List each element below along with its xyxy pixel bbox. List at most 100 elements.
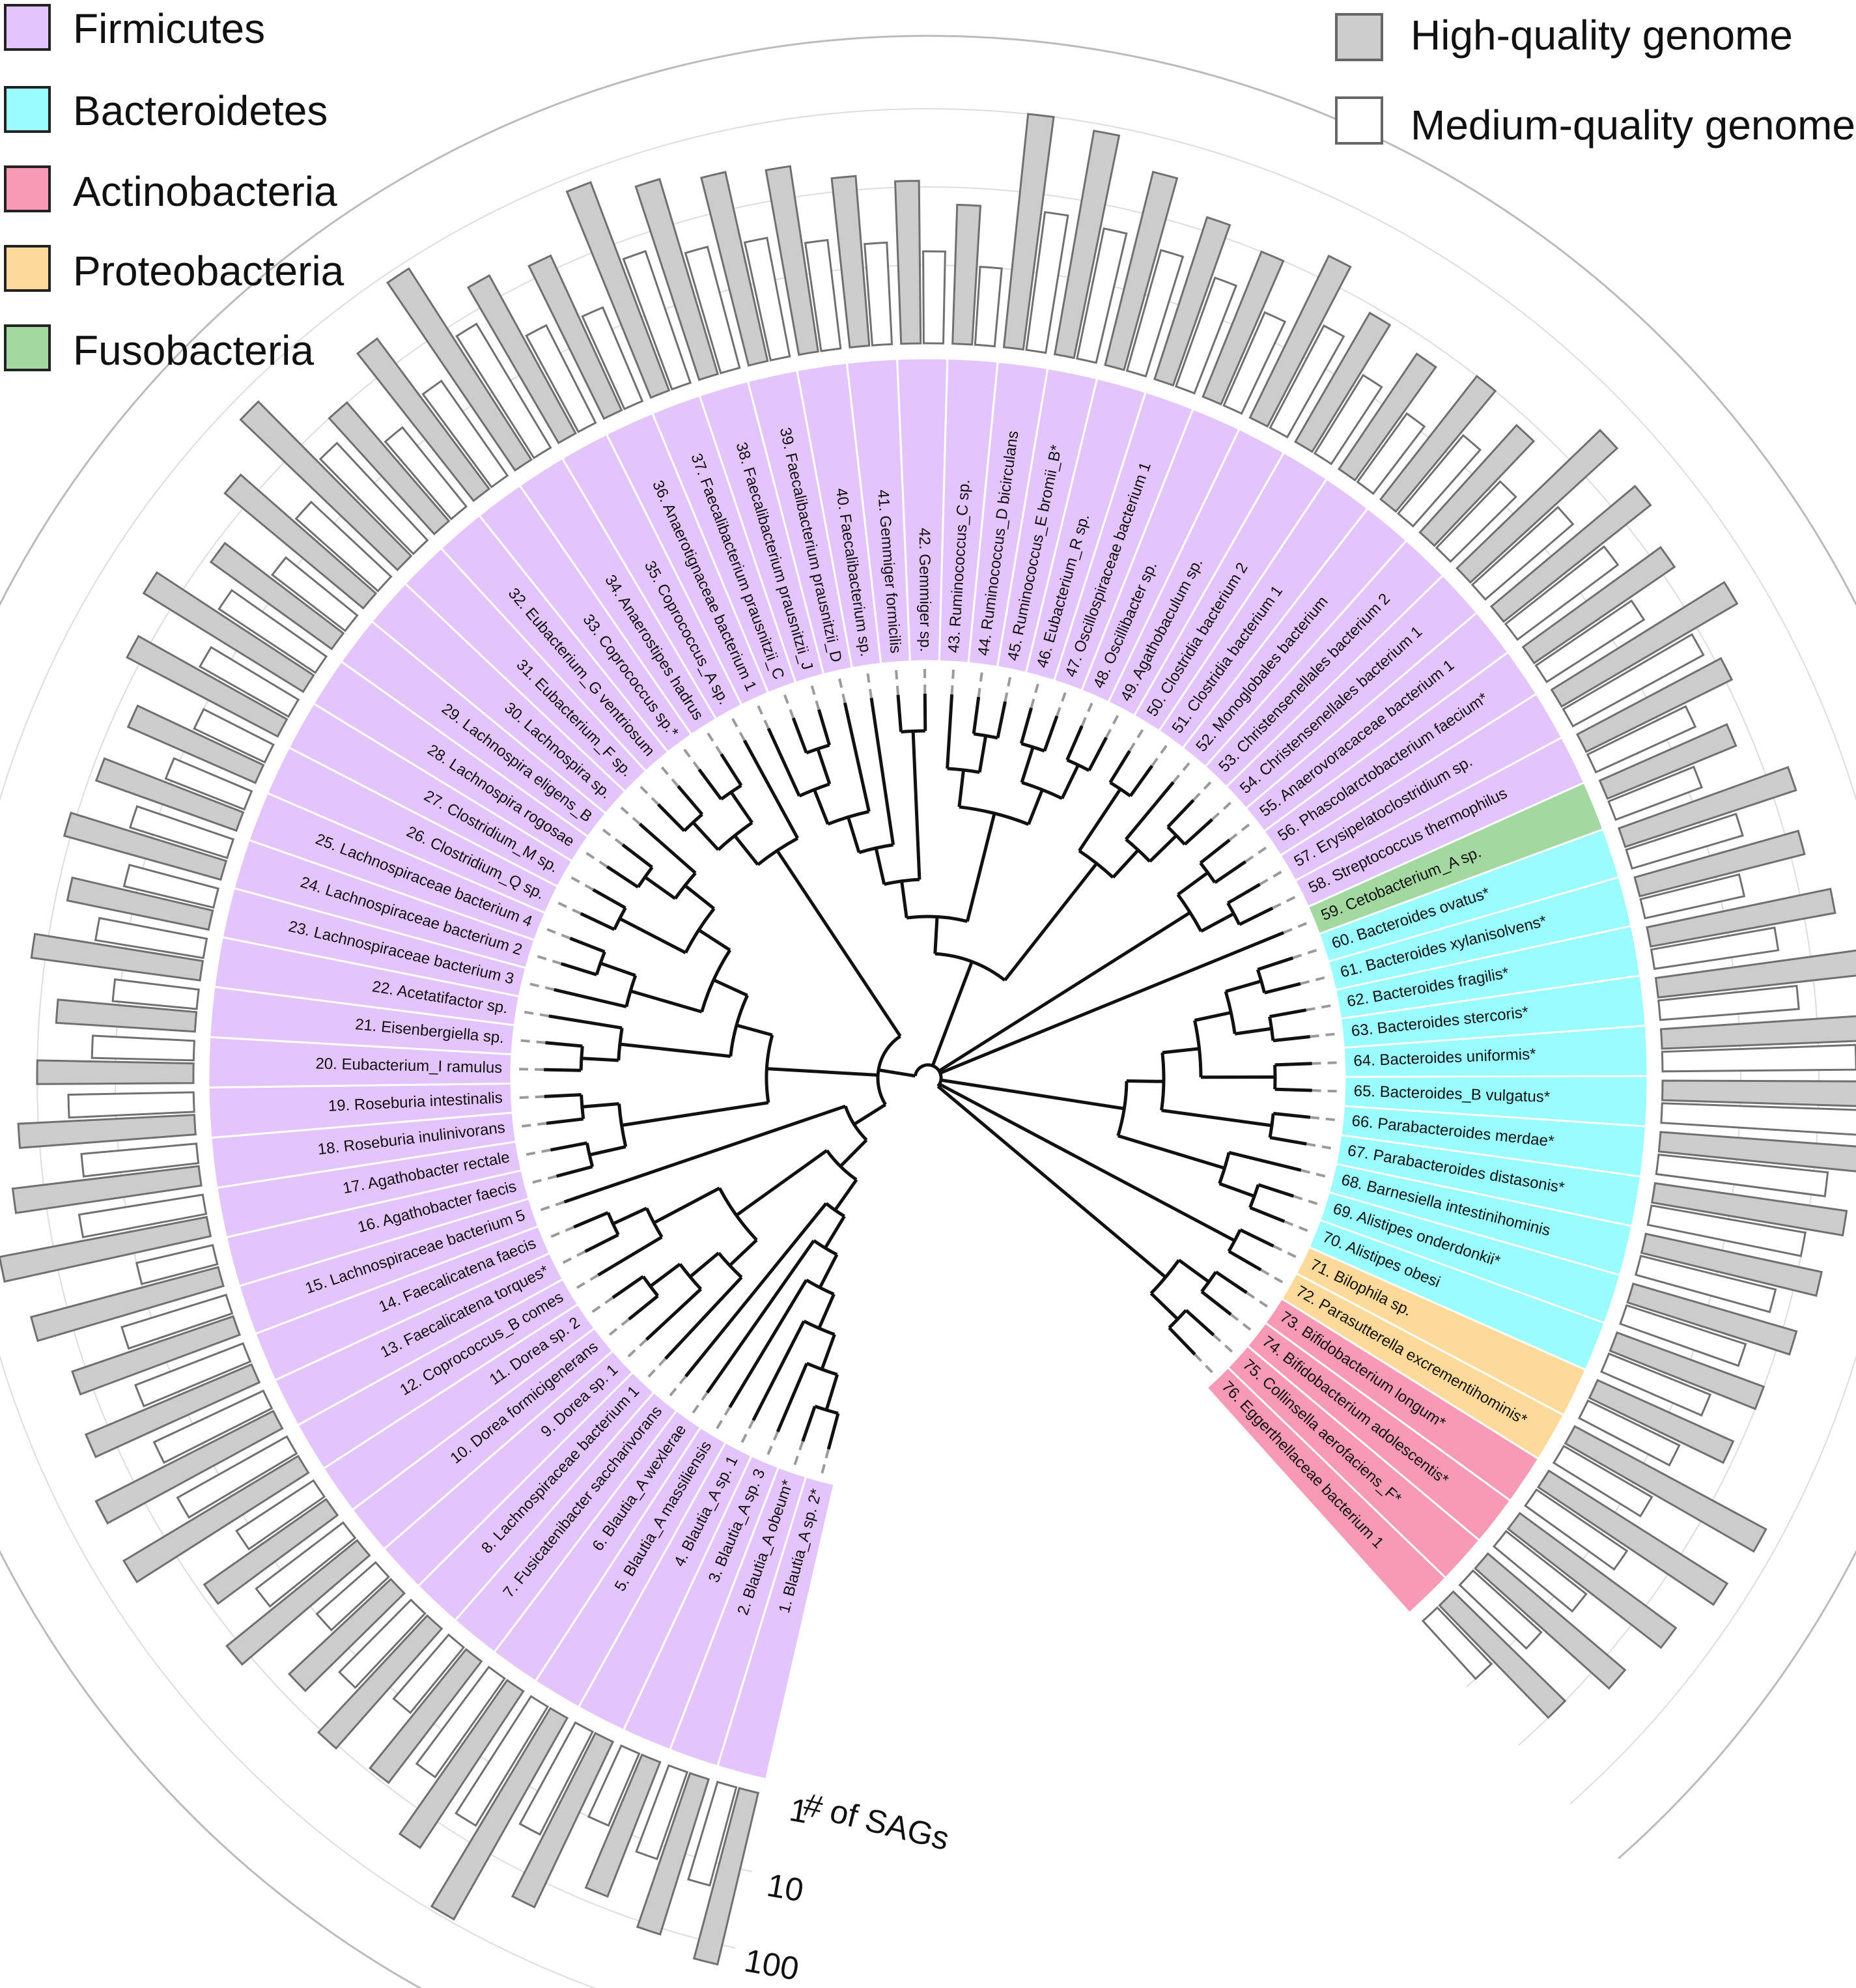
medium-quality-bar (864, 241, 893, 347)
high-quality-bar (1654, 949, 1856, 999)
tree-branch (869, 698, 895, 845)
tree-branch (554, 987, 627, 1008)
legend-swatch-proteobacteria (4, 245, 51, 292)
tree-branch (1149, 1292, 1179, 1320)
high-quality-bar (1617, 765, 1797, 848)
leaf-connector (1211, 799, 1235, 821)
leaf-connector (526, 982, 555, 991)
tree-branch (820, 1333, 836, 1370)
tree-branch (733, 834, 759, 866)
tree-branch (569, 937, 606, 954)
tree-branch (573, 1211, 609, 1229)
tree-arc (806, 1361, 838, 1376)
leaf-connector (1292, 947, 1321, 959)
tree-branch (817, 1293, 836, 1329)
tree-branch (1239, 1228, 1274, 1248)
medium-quality-bar (1607, 765, 1704, 821)
medium-quality-bar (152, 1389, 274, 1464)
tree-branch (874, 847, 886, 885)
tree-arc (901, 729, 925, 734)
tree-branch (697, 768, 723, 801)
species-entry: 41. Gemmiger formicilis (830, 175, 912, 665)
medium-quality-bar (587, 1744, 641, 1827)
tree-branch (563, 1104, 847, 1204)
tree-branch (817, 709, 831, 746)
tree-branch (638, 823, 697, 875)
medium-quality-bar (1634, 1255, 1777, 1314)
tree-branch (1183, 818, 1214, 846)
legend-label-fusobacteria: Fusobacteria (73, 327, 314, 374)
tree-branch (1215, 1270, 1248, 1294)
species-entry: 66. Parabacteroides merdae* (1340, 1105, 1856, 1198)
tree-branch (1162, 1047, 1200, 1055)
medium-quality-bar (974, 266, 1003, 348)
tree-branch (1166, 799, 1195, 829)
species-entry: 43. Ruminococcus_C sp. (938, 203, 1003, 664)
tree-branch (720, 753, 743, 787)
high-quality-bar (1521, 546, 1676, 664)
legend-label-high-quality: High-quality genome (1411, 12, 1793, 59)
medium-quality-bar (1222, 311, 1287, 415)
high-quality-bar (1650, 1182, 1848, 1237)
tree-branch (965, 812, 996, 922)
tree-branch (752, 1320, 806, 1421)
tree-branch (896, 694, 903, 732)
medium-quality-bar (128, 804, 235, 859)
high-quality-bar (386, 267, 533, 472)
leaf-connector (681, 745, 701, 771)
high-quality-bar (527, 254, 623, 420)
high-quality-bar (1248, 254, 1352, 428)
tree-arc (806, 743, 830, 755)
species-entry: 19. Roseburia intestinalis (17, 1082, 514, 1149)
leaf-connector (819, 1449, 830, 1477)
medium-quality-bar (1600, 1352, 1712, 1417)
high-quality-bar (951, 203, 982, 346)
tree-branch (677, 785, 704, 816)
high-quality-bar (94, 1410, 284, 1525)
species-entry: 64. Bacteroides uniformis* (1342, 1015, 1856, 1078)
high-quality-bar (1053, 130, 1121, 360)
high-quality-bar (1455, 429, 1619, 584)
high-quality-bar (1550, 580, 1739, 708)
tree-branch (684, 884, 716, 910)
leaf-connector (516, 1038, 546, 1044)
tree-branch (996, 701, 1007, 739)
high-quality-bar (466, 274, 577, 445)
legend-item-firmicutes: Firmicutes (4, 4, 265, 52)
tree-branch (1272, 1035, 1310, 1043)
medium-quality-bar (622, 249, 692, 391)
legend-swatch-fusobacteria (4, 324, 51, 371)
medium-quality-bar (518, 1721, 595, 1836)
tree-arc (679, 1263, 703, 1290)
quality-legend: High-quality genome Medium-quality genom… (1335, 12, 1855, 149)
medium-quality-bar (1125, 249, 1185, 378)
medium-quality-bar (1552, 1444, 1653, 1518)
species-entry: 35. Coprococcus_A sp. (466, 274, 744, 720)
high-quality-bar (66, 876, 214, 931)
leaf-connector (1306, 1143, 1335, 1150)
leaf-connector (1056, 689, 1068, 717)
tree-branch (813, 789, 830, 825)
species-entry: 70. Alistipes obesi (1308, 1218, 1765, 1417)
high-quality-bar (356, 337, 491, 502)
tree-arc (1248, 1184, 1260, 1208)
leaf-connector (546, 1225, 574, 1240)
tree-branch (1185, 1309, 1215, 1337)
tree-branch (1177, 1258, 1210, 1284)
medium-quality-bar (135, 1243, 219, 1286)
legend-label-medium-quality: Medium-quality genome (1411, 102, 1855, 149)
leaf-connector (1301, 1169, 1329, 1179)
tree-branch (936, 1085, 1167, 1279)
leaf-connector (837, 674, 847, 703)
medium-quality-bar (120, 1294, 234, 1350)
tree-arc (825, 1149, 858, 1182)
tree-arc (683, 813, 703, 832)
high-quality-bar (765, 165, 820, 356)
high-quality-bar (584, 1754, 662, 1898)
tree-branch (1129, 765, 1154, 797)
tree-branch (643, 875, 677, 900)
tree-branch (1269, 1135, 1307, 1146)
high-quality-bar (1640, 1232, 1823, 1298)
leaf-connector (515, 1095, 544, 1100)
medium-quality-bar (415, 1666, 506, 1779)
